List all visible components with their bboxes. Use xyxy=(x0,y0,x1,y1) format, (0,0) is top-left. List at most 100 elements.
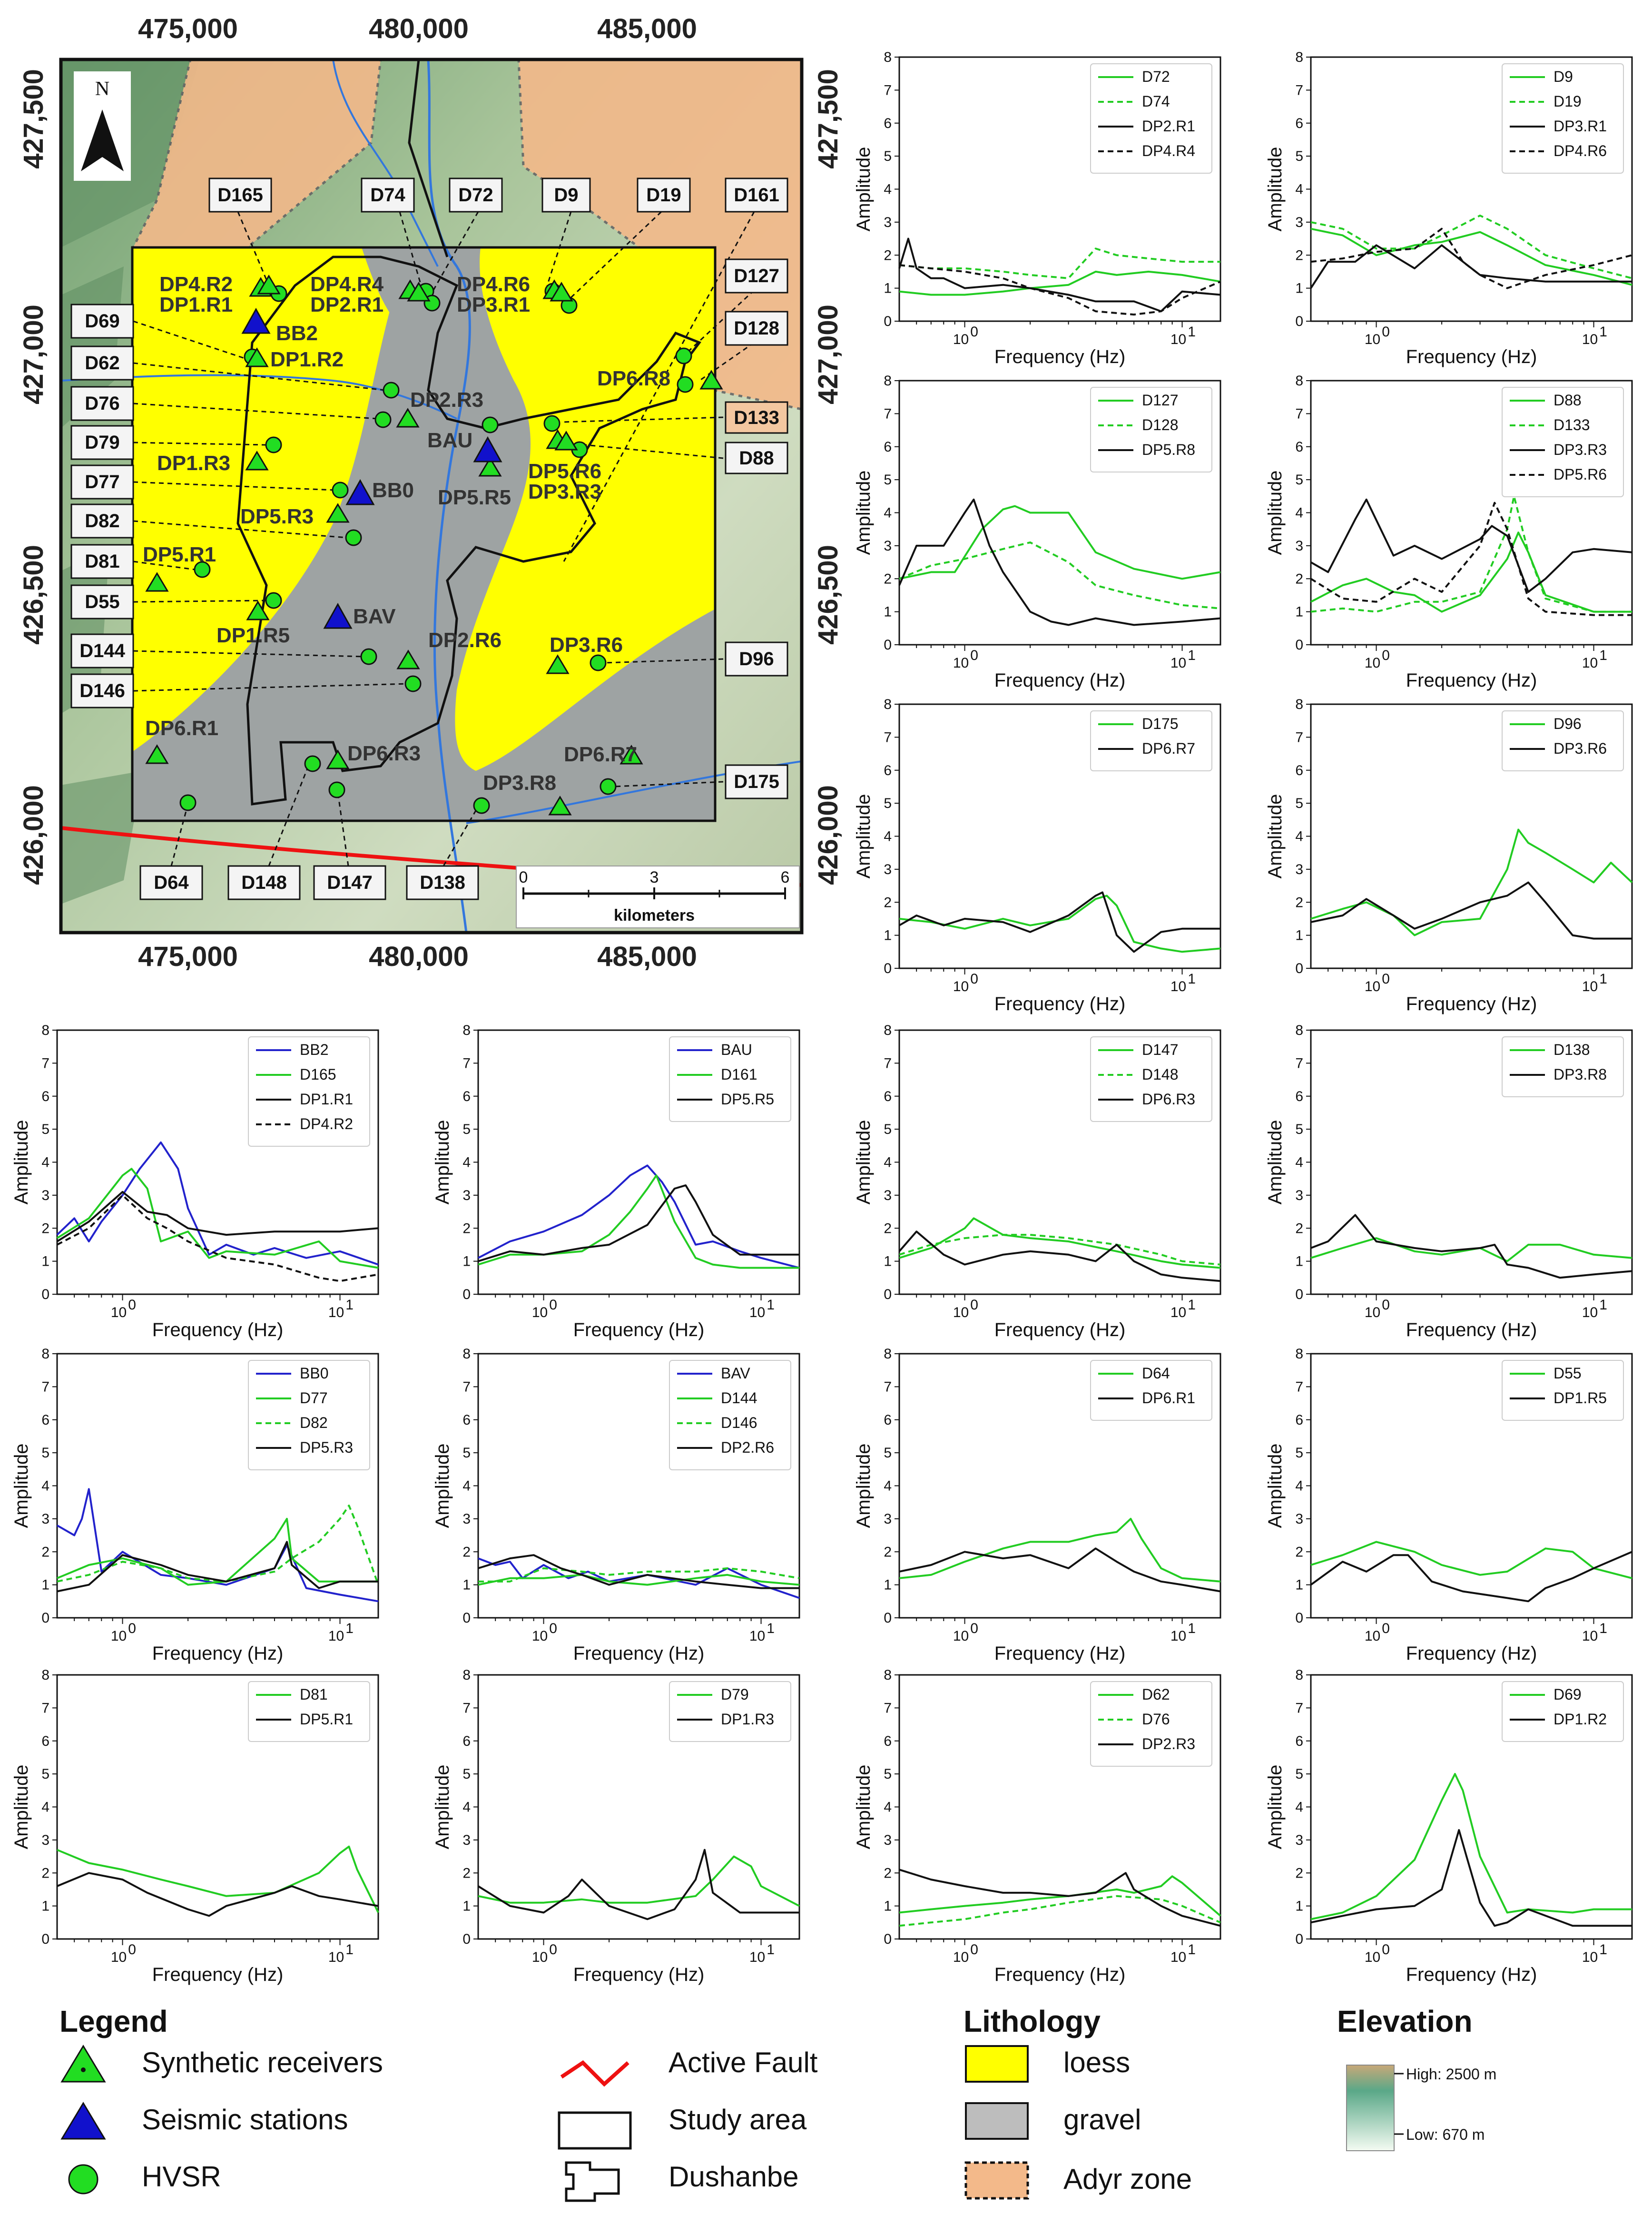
right-tick-1: 427,500 xyxy=(813,69,844,169)
series-line-D82 xyxy=(57,1505,379,1585)
study-area-icon xyxy=(558,2111,632,2150)
y-tick-label: 5 xyxy=(1295,1445,1303,1461)
series-line-D69 xyxy=(1310,1773,1632,1920)
hvsr-point[interactable] xyxy=(383,382,400,399)
y-tick-label: 0 xyxy=(1295,1610,1303,1626)
hvsr-label: D127 xyxy=(734,266,779,286)
y-tick-label: 6 xyxy=(41,1733,49,1749)
hvsr-point[interactable] xyxy=(404,675,422,692)
hvsr-point[interactable] xyxy=(677,376,694,393)
receiver-marker[interactable] xyxy=(245,451,269,471)
receiver-label: DP5.R1 xyxy=(143,543,216,566)
x-tick-exponent: 1 xyxy=(1599,324,1607,340)
hvsr-point[interactable] xyxy=(265,436,282,453)
y-tick-label: 4 xyxy=(462,1478,471,1494)
hvsr-point[interactable] xyxy=(345,529,362,546)
series-line-DP2.R1 xyxy=(898,237,1221,313)
hvsr-point[interactable] xyxy=(304,755,321,772)
hvsr-point[interactable] xyxy=(328,781,345,798)
x-tick-label: 10 xyxy=(1170,1628,1186,1644)
hvsr-point[interactable] xyxy=(194,561,211,578)
receiver-marker[interactable] xyxy=(396,408,420,428)
x-tick-exponent: 1 xyxy=(1599,1621,1607,1636)
scale-tick-3: 3 xyxy=(650,868,659,886)
hvsr-point[interactable] xyxy=(179,794,197,811)
y-tick-label: 7 xyxy=(1295,1379,1303,1395)
y-tick-label: 8 xyxy=(41,1667,49,1683)
y-tick-label: 3 xyxy=(1295,1511,1303,1527)
receiver-marker[interactable] xyxy=(699,370,723,390)
study-map: 475,000 480,000 485,000 475,000 480,000 … xyxy=(18,13,844,972)
hvsr-point[interactable] xyxy=(473,797,490,814)
series-line-DP2.R3 xyxy=(899,1869,1221,1927)
receiver-marker[interactable] xyxy=(326,749,350,769)
receiver-marker[interactable] xyxy=(245,347,269,367)
hvsr-point[interactable] xyxy=(360,648,377,665)
y-tick-label: 1 xyxy=(884,928,892,944)
series-line-DP4.R2 xyxy=(57,1194,379,1282)
hvsr-point[interactable] xyxy=(332,482,349,499)
station-bau[interactable] xyxy=(473,436,502,462)
y-tick-label: 7 xyxy=(884,729,892,745)
y-tick-label: 0 xyxy=(884,1931,892,1947)
right-tick-3: 426,500 xyxy=(813,545,844,645)
series-line-DP4.R4 xyxy=(899,264,1221,316)
y-tick-label: 1 xyxy=(1295,1577,1303,1593)
x-tick-exponent: 1 xyxy=(767,1942,775,1958)
receiver-marker[interactable] xyxy=(548,796,572,816)
receiver-marker[interactable] xyxy=(246,600,270,620)
y-tick-label: 3 xyxy=(884,1832,892,1848)
receiver-marker[interactable] xyxy=(396,649,420,669)
receiver-marker[interactable] xyxy=(554,431,578,451)
x-axis-label: Frequency (Hz) xyxy=(994,1319,1126,1340)
receiver-marker[interactable] xyxy=(620,745,643,765)
legend-label-DP6.R7: DP6.R7 xyxy=(1142,740,1195,757)
station-bb2[interactable] xyxy=(241,307,271,334)
y-tick-label: 7 xyxy=(1295,1700,1303,1716)
hvsr-point[interactable] xyxy=(590,654,607,671)
dushanbe-north-branch xyxy=(408,59,449,257)
receiver-marker[interactable] xyxy=(407,282,431,302)
series-line-D81 xyxy=(57,1845,379,1913)
receiver-marker[interactable] xyxy=(478,457,502,477)
legend-label-D79: D79 xyxy=(721,1686,749,1703)
legend-fault: Active Fault xyxy=(669,2047,818,2078)
y-tick-label: 6 xyxy=(462,1412,471,1428)
y-tick-label: 7 xyxy=(884,406,892,422)
station-bb0[interactable] xyxy=(345,479,375,505)
y-tick-label: 3 xyxy=(1295,215,1303,230)
hvsr-point[interactable] xyxy=(374,411,392,428)
y-tick-label: 0 xyxy=(1295,1287,1303,1302)
legend-box xyxy=(1502,63,1624,174)
receiver-marker[interactable] xyxy=(550,282,573,302)
hvsr-point[interactable] xyxy=(600,778,617,795)
legend-label-D69: D69 xyxy=(1554,1686,1582,1703)
x-tick-label: 10 xyxy=(1170,1949,1186,1965)
hvsr-point[interactable] xyxy=(265,592,282,609)
receiver-marker[interactable] xyxy=(326,503,350,523)
station-bav[interactable] xyxy=(323,602,353,629)
x-axis-label: Frequency (Hz) xyxy=(994,346,1126,367)
series-line-D96 xyxy=(1310,828,1633,936)
y-tick-label: 2 xyxy=(1295,571,1303,587)
receiver-marker[interactable] xyxy=(145,572,169,592)
receiver-marker[interactable] xyxy=(546,654,570,674)
hvsr-point[interactable] xyxy=(675,347,692,364)
y-tick-label: 4 xyxy=(1295,505,1303,521)
y-tick-label: 4 xyxy=(1295,1155,1303,1171)
x-tick-label: 10 xyxy=(1365,979,1380,994)
hvsr-label: D165 xyxy=(217,185,263,206)
hvsr-label: D148 xyxy=(241,872,287,893)
x-tick-exponent: 1 xyxy=(1599,1297,1607,1313)
hvsr-point[interactable] xyxy=(543,415,560,432)
legend-label-D77: D77 xyxy=(300,1389,328,1407)
hvsr-point[interactable] xyxy=(482,416,499,433)
receiver-marker[interactable] xyxy=(145,744,169,764)
series-line-DP5.R3 xyxy=(57,1541,378,1593)
legend-label-DP3.R3: DP3.R3 xyxy=(1554,441,1607,458)
left-tick-3: 426,500 xyxy=(18,545,49,645)
y-tick-label: 6 xyxy=(884,1733,892,1749)
receiver-marker[interactable] xyxy=(257,275,281,295)
